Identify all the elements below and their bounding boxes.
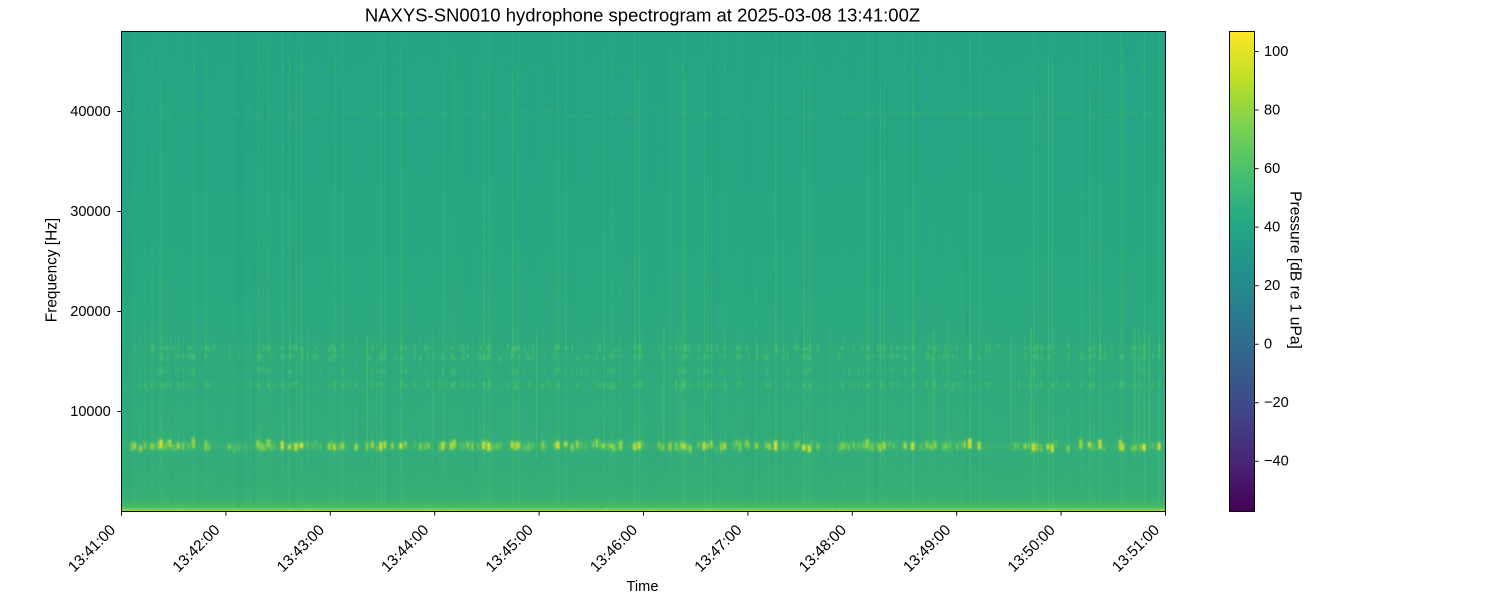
svg-text:Frequency [Hz]: Frequency [Hz] [44, 218, 61, 322]
svg-text:10000: 10000 [70, 404, 111, 420]
svg-text:30000: 30000 [70, 204, 111, 220]
svg-text:20: 20 [1264, 278, 1280, 294]
svg-text:−20: −20 [1264, 395, 1289, 411]
svg-text:13:49:00: 13:49:00 [900, 522, 954, 576]
svg-text:13:46:00: 13:46:00 [587, 522, 641, 576]
svg-text:13:44:00: 13:44:00 [378, 522, 432, 576]
svg-text:13:42:00: 13:42:00 [169, 522, 223, 576]
svg-text:13:41:00: 13:41:00 [65, 522, 119, 576]
svg-text:40000: 40000 [70, 104, 111, 120]
svg-text:13:51:00: 13:51:00 [1109, 522, 1163, 576]
svg-text:80: 80 [1264, 102, 1280, 118]
svg-text:13:43:00: 13:43:00 [274, 522, 328, 576]
svg-text:0: 0 [1264, 337, 1272, 353]
svg-text:13:48:00: 13:48:00 [796, 522, 850, 576]
svg-text:100: 100 [1264, 44, 1288, 60]
svg-text:Time: Time [627, 579, 659, 595]
svg-text:13:47:00: 13:47:00 [691, 522, 745, 576]
svg-text:13:50:00: 13:50:00 [1005, 522, 1059, 576]
svg-text:NAXYS-SN0010 hydrophone spectr: NAXYS-SN0010 hydrophone spectrogram at 2… [365, 5, 920, 26]
svg-text:60: 60 [1264, 161, 1280, 177]
svg-text:−40: −40 [1264, 454, 1289, 470]
svg-text:13:45:00: 13:45:00 [483, 522, 537, 576]
svg-text:20000: 20000 [70, 304, 111, 320]
svg-text:40: 40 [1264, 220, 1280, 236]
svg-text:Pressure [dB re 1 uPa]: Pressure [dB re 1 uPa] [1286, 191, 1303, 349]
